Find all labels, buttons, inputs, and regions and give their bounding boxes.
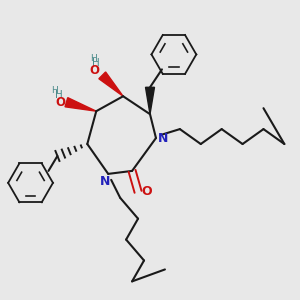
Text: H: H: [92, 58, 100, 68]
Text: N: N: [158, 132, 169, 145]
Text: O: O: [90, 64, 100, 77]
Polygon shape: [65, 98, 96, 111]
Polygon shape: [146, 87, 154, 114]
Text: N: N: [100, 175, 110, 188]
Text: H: H: [90, 54, 97, 63]
Text: H: H: [55, 90, 63, 100]
Text: O: O: [56, 96, 65, 109]
Text: H: H: [51, 86, 58, 95]
Text: O: O: [142, 185, 152, 198]
Polygon shape: [99, 72, 123, 96]
